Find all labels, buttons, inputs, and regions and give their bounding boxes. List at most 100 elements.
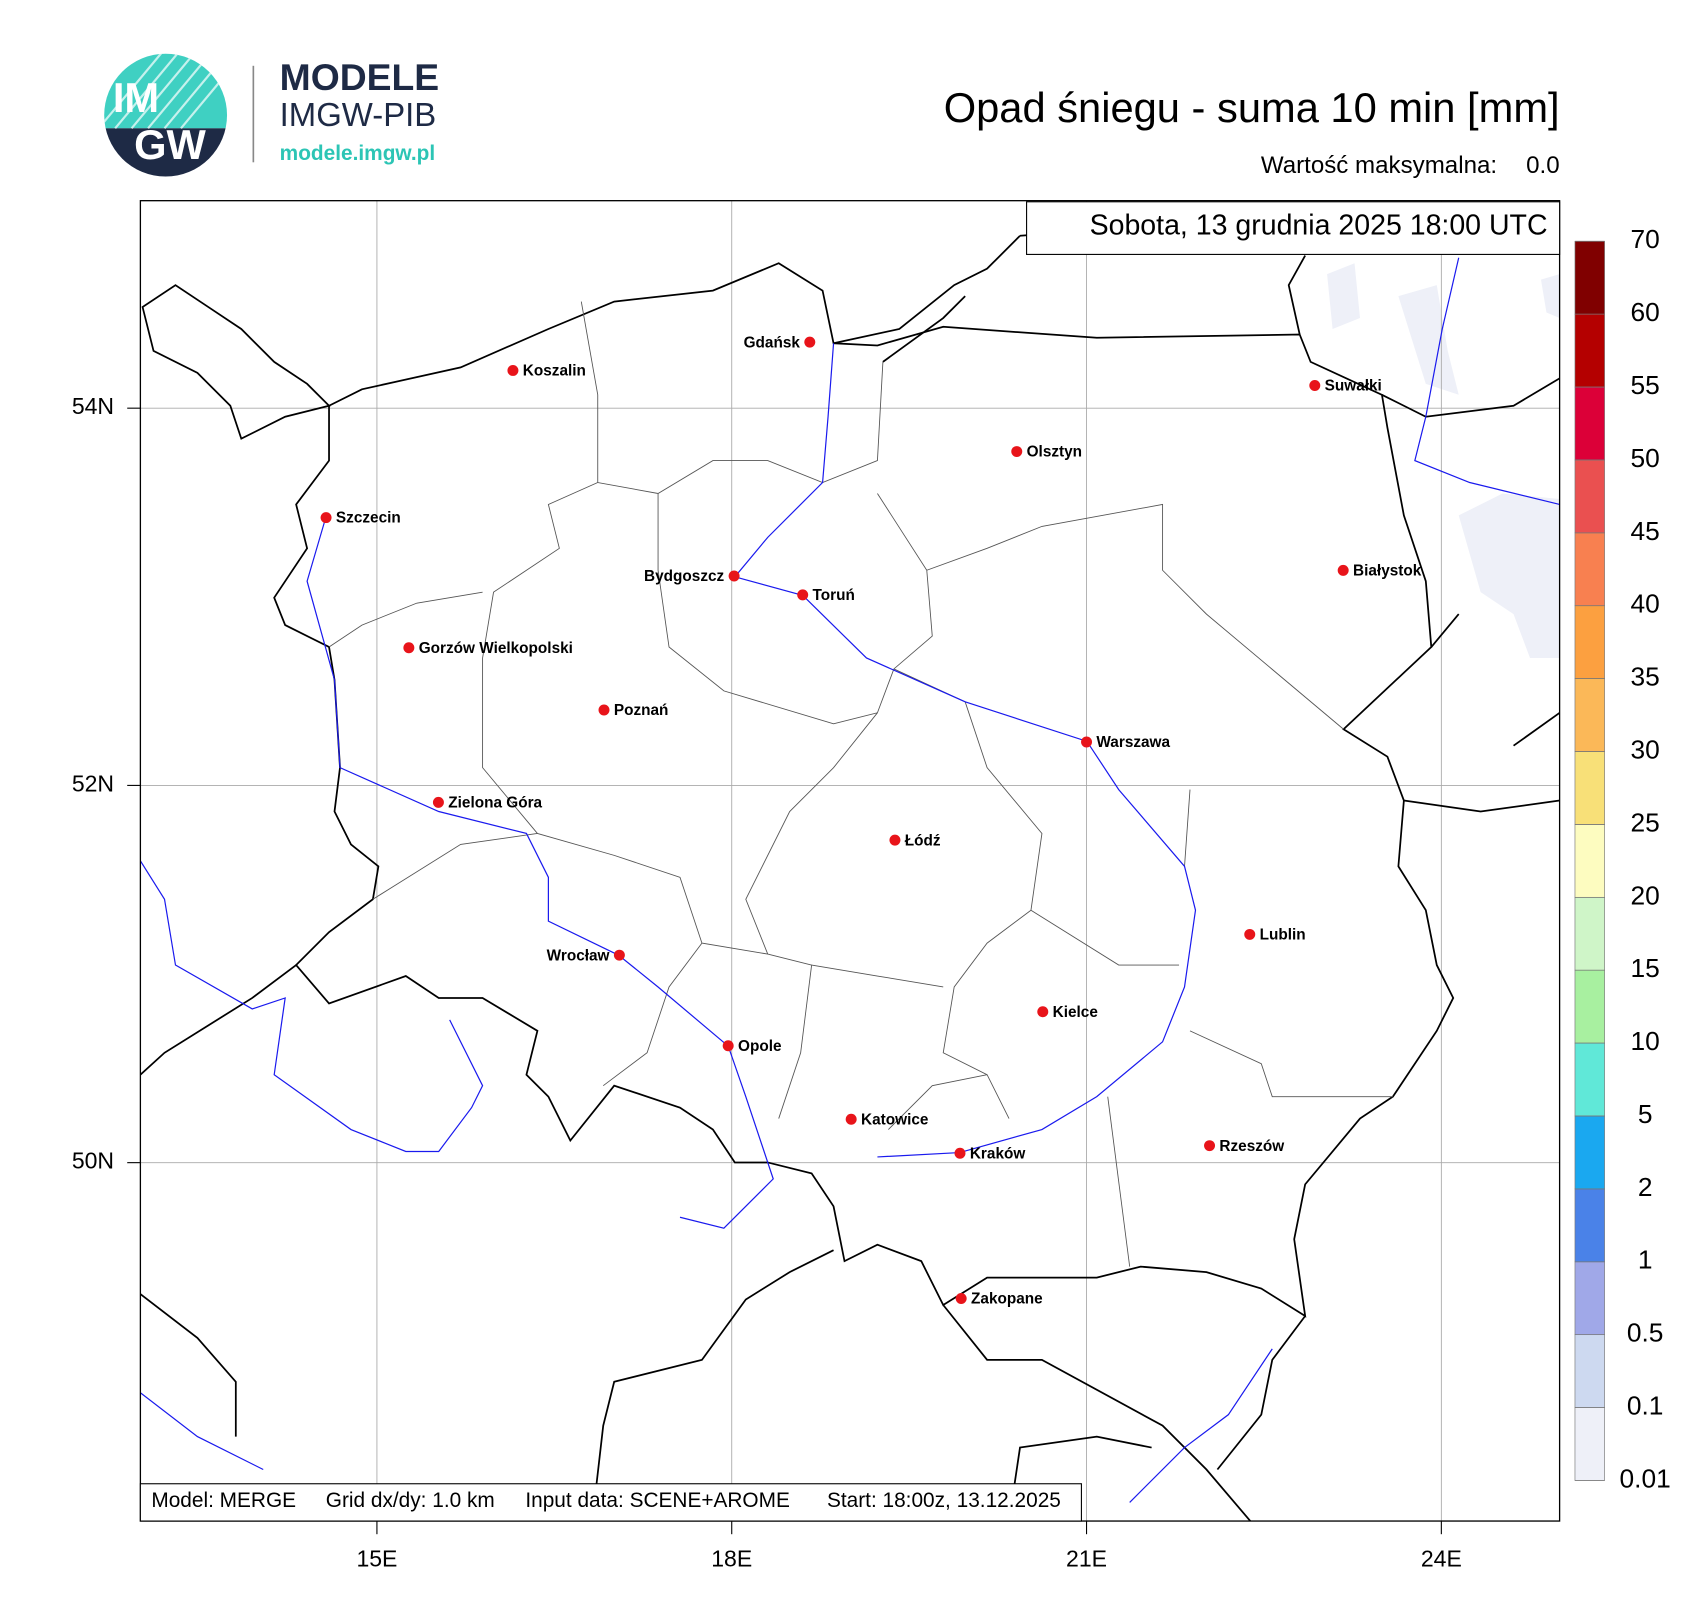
river (306, 517, 774, 1229)
colorbar-cell (1574, 824, 1605, 898)
colorbar-cell (1574, 1115, 1605, 1190)
lon-label: 24E (1421, 1546, 1462, 1572)
info-text: Input data: SCENE+AROME (525, 1489, 790, 1512)
city-label: Gorzów Wielkopolski (419, 640, 573, 657)
city-label: Suwałki (1325, 378, 1382, 395)
city-label: Lublin (1260, 927, 1306, 944)
colorbar-label: 70 (1631, 224, 1660, 254)
city-dot (403, 642, 415, 654)
brand-sub: IMGW-PIB (280, 96, 437, 133)
city-label: Warszawa (1096, 734, 1170, 751)
brand: MODELE (280, 56, 439, 98)
coast (141, 284, 331, 440)
city-label: Bydgoszcz (644, 568, 724, 585)
logo-text: GW (134, 121, 206, 168)
lat-label: 52N (72, 770, 114, 796)
neighbor-border (140, 229, 1560, 1522)
map: Koszalin Gdańsk Suwałki Olsztyn Szczecin Bydg… (140, 200, 1560, 1522)
info-box (139, 1483, 1082, 1522)
city-dot (804, 336, 816, 348)
city-dot (613, 949, 625, 961)
city-label: Zakopane (971, 1291, 1043, 1308)
url: modele.imgw.pl (280, 142, 435, 165)
date-box (1026, 201, 1561, 255)
colorbar-label: 2 (1638, 1172, 1653, 1202)
city-dot (320, 512, 332, 524)
map-frame (139, 200, 1561, 1522)
info-text: Model: MERGE (151, 1489, 296, 1512)
colorbar-cell (1574, 1407, 1605, 1481)
river (733, 343, 1197, 1158)
info-text: Start: 18:00z, 13.12.2025 (827, 1489, 1061, 1512)
city-label: Opole (738, 1038, 782, 1055)
city-dot (722, 1040, 734, 1052)
city-dot (845, 1113, 857, 1125)
city-dot (507, 364, 519, 376)
city-dot (1011, 446, 1023, 458)
city-dot (1037, 1006, 1049, 1018)
poland-border (273, 262, 1455, 1318)
city-label: Rzeszów (1219, 1138, 1284, 1155)
snow-area (1327, 263, 1560, 658)
city-label: Wrocław (547, 947, 610, 964)
city-label: Białystok (1353, 563, 1422, 580)
colorbar-cell (1574, 1261, 1605, 1336)
info-text: Grid dx/dy: 1.0 km (326, 1489, 495, 1512)
city-label: Zielona Góra (448, 795, 542, 812)
city-label: Poznań (614, 702, 669, 719)
colorbar-label: 15 (1631, 953, 1660, 983)
colorbar-cell (1574, 313, 1605, 388)
city-dot (1309, 380, 1321, 392)
lat-label: 54N (72, 393, 114, 419)
colorbar-label: 55 (1631, 370, 1660, 400)
colorbar-cell (1574, 1334, 1605, 1408)
city-label: Olsztyn (1027, 444, 1082, 461)
colorbar-cell (1574, 386, 1605, 461)
city-dot (954, 1147, 966, 1159)
colorbar-label: 1 (1638, 1245, 1653, 1275)
colorbar-label: 60 (1631, 297, 1660, 327)
colorbar-label: 5 (1638, 1099, 1653, 1129)
colorbar-cell (1574, 751, 1605, 825)
region-border (328, 301, 1393, 1267)
colorbar-label: 35 (1631, 662, 1660, 692)
lon-label: 21E (1066, 1546, 1107, 1572)
city-dot (432, 796, 444, 808)
bay-coast (833, 235, 1021, 363)
colorbar-label: 0.5 (1627, 1318, 1664, 1348)
city-dot (797, 589, 809, 601)
city-dot (598, 704, 610, 716)
city-dot (1337, 564, 1349, 576)
lon-label: 18E (711, 1546, 752, 1572)
colorbar-label: 40 (1631, 589, 1660, 619)
colorbar-cell (1574, 896, 1605, 971)
colorbar-cell (1574, 240, 1605, 315)
city-label: Koszalin (523, 363, 586, 380)
colorbar-label: 10 (1631, 1026, 1660, 1056)
city-label: Kraków (970, 1145, 1025, 1162)
city-label: Łódź (905, 832, 941, 849)
colorbar-cell (1574, 605, 1605, 679)
city-label: Szczecin (336, 510, 401, 527)
city-dot (1081, 736, 1093, 748)
city-label: Gdańsk (744, 334, 801, 351)
date: Sobota, 13 grudnia 2025 18:00 UTC (1090, 210, 1548, 242)
colorbar-cell (1574, 459, 1605, 534)
city-label: Katowice (861, 1111, 929, 1128)
colorbar-label: 25 (1631, 807, 1660, 837)
colorbar-label: 45 (1631, 516, 1660, 546)
city-label: Kielce (1053, 1004, 1099, 1021)
river (140, 257, 1560, 1503)
city-label: Toruń (813, 587, 855, 604)
lat-label: 50N (72, 1148, 114, 1174)
colorbar-label: 0.01 (1620, 1463, 1671, 1493)
city-dot (1204, 1140, 1216, 1152)
colorbar-label: 30 (1631, 734, 1660, 764)
city-dot (889, 834, 901, 846)
colorbar-cell (1574, 678, 1605, 752)
max-label: Wartość maksymalna: (1261, 152, 1497, 179)
city-dot (728, 570, 740, 582)
colorbar-cell (1574, 532, 1605, 607)
title: Opad śniegu - suma 10 min [mm] (944, 84, 1560, 131)
